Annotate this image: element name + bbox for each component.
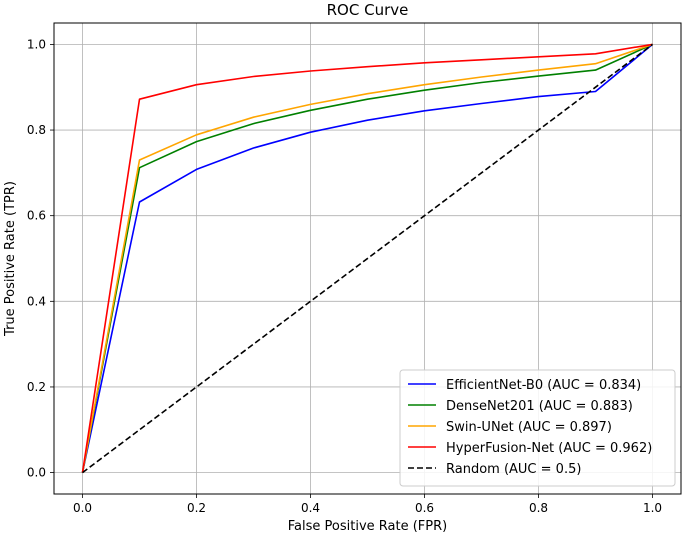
y-tick-label: 0.8 (27, 123, 46, 137)
series-line-2 (81, 43, 653, 473)
legend: EfficientNet-B0 (AUC = 0.834) DenseNet201… (399, 369, 676, 487)
x-tick-label: 0.4 (301, 501, 320, 515)
y-axis-title: True Positive Rate (TPR) (3, 181, 18, 337)
legend-label-3: HyperFusion-Net (AUC = 0.962) (446, 441, 652, 456)
y-tick-label: 0.2 (27, 380, 46, 394)
legend-label-4: Random (AUC = 0.5) (446, 462, 581, 477)
legend-label-1: DenseNet201 (AUC = 0.883) (446, 399, 633, 414)
y-tick-label: 0.6 (27, 209, 46, 223)
x-tick-label: 0.6 (415, 501, 434, 515)
y-tick-label: 1.0 (27, 37, 46, 51)
x-tick-label: 0.8 (529, 501, 548, 515)
chart-title: ROC Curve (327, 1, 409, 19)
series-line-4 (82, 43, 653, 474)
series-line-3 (81, 43, 653, 473)
series-lines (81, 43, 654, 474)
x-tick-label: 0.0 (73, 501, 92, 515)
series-line-1 (81, 43, 653, 473)
x-axis-ticks: 0.0 0.2 0.4 0.6 0.8 1.0 (73, 494, 662, 515)
y-tick-label: 0.0 (27, 466, 46, 480)
x-tick-label: 1.0 (643, 501, 662, 515)
y-tick-label: 0.4 (27, 294, 46, 308)
grid (54, 23, 681, 494)
legend-label-2: Swin-UNet (AUC = 0.897) (446, 420, 612, 435)
series-line-0 (81, 43, 654, 473)
plot-frame (53, 22, 682, 495)
legend-box (399, 369, 676, 487)
x-axis-title: False Positive Rate (FPR) (288, 519, 447, 534)
y-axis-ticks: 0.0 0.2 0.4 0.6 0.8 1.0 (27, 37, 54, 480)
x-tick-label: 0.2 (187, 501, 206, 515)
legend-label-0: EfficientNet-B0 (AUC = 0.834) (446, 378, 641, 393)
